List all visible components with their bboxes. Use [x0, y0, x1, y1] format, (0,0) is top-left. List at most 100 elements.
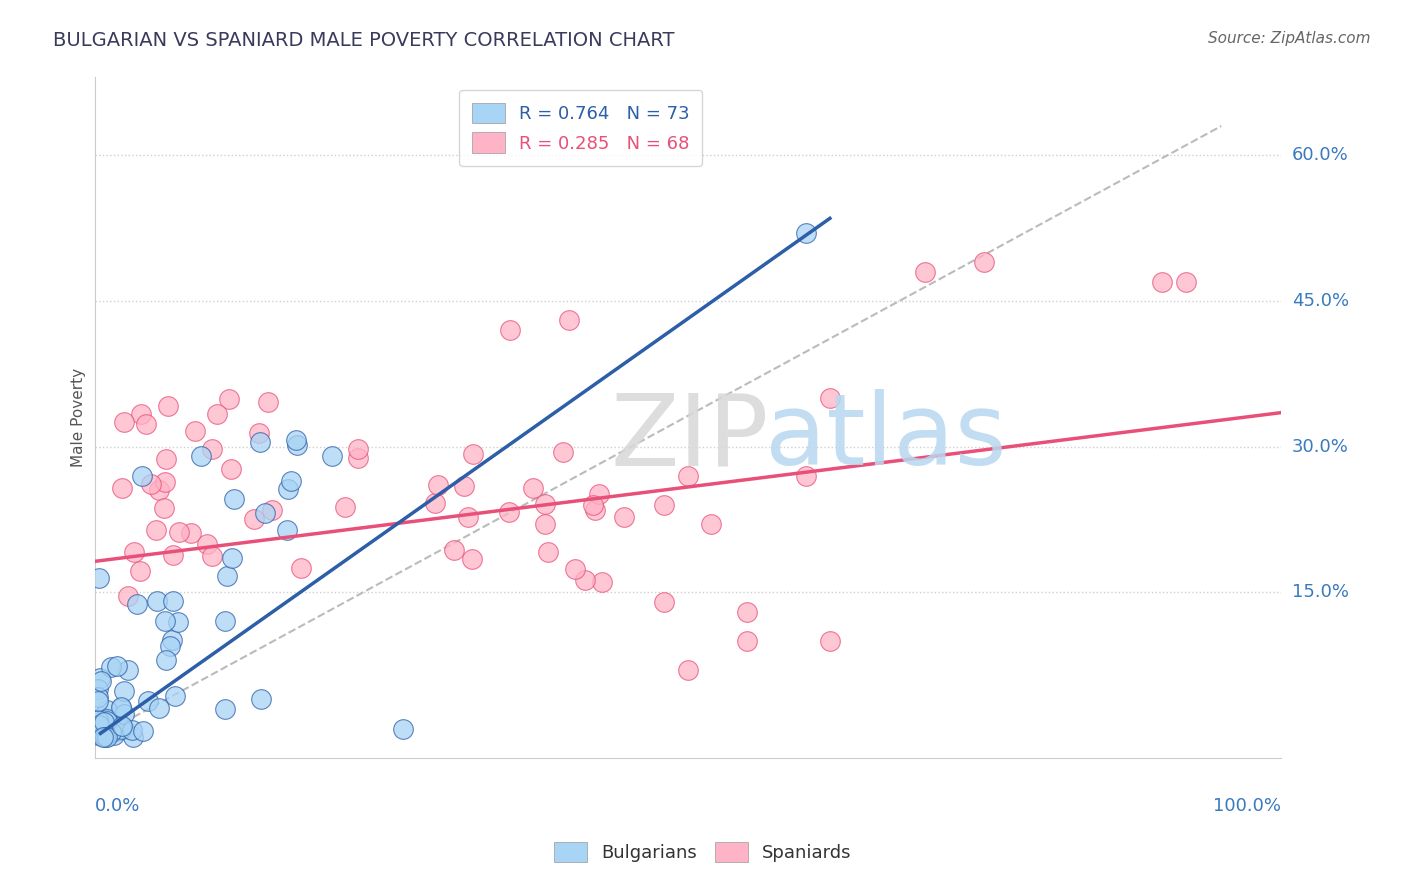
- Legend: R = 0.764   N = 73, R = 0.285   N = 68: R = 0.764 N = 73, R = 0.285 N = 68: [460, 90, 702, 166]
- Point: [127, 598, 149, 612]
- Point: [583, 502, 606, 516]
- Point: [110, 699, 132, 714]
- Point: [136, 694, 159, 708]
- Point: [280, 474, 302, 488]
- Point: [346, 450, 368, 465]
- Point: [347, 442, 370, 457]
- Point: [96, 712, 118, 726]
- Point: [1150, 275, 1173, 289]
- Point: [591, 574, 613, 589]
- Point: [574, 573, 596, 587]
- Point: [218, 392, 240, 407]
- Point: [222, 491, 245, 506]
- Point: [534, 497, 557, 511]
- Point: [498, 505, 520, 519]
- Point: [700, 517, 723, 532]
- Point: [180, 526, 202, 541]
- Point: [534, 517, 557, 532]
- Point: [112, 706, 135, 721]
- Point: [499, 323, 522, 337]
- Point: [676, 663, 699, 677]
- Point: [257, 395, 280, 409]
- Point: [392, 722, 415, 736]
- Point: [91, 720, 114, 734]
- Point: [160, 633, 183, 648]
- Text: 100.0%: 100.0%: [1212, 797, 1281, 814]
- Point: [155, 653, 177, 667]
- Point: [131, 468, 153, 483]
- Point: [129, 564, 152, 578]
- Point: [87, 571, 110, 585]
- Point: [110, 481, 132, 495]
- Point: [100, 725, 122, 739]
- Point: [159, 640, 181, 654]
- Point: [522, 481, 544, 495]
- Point: [135, 417, 157, 431]
- Text: atlas: atlas: [765, 390, 1007, 486]
- Point: [914, 265, 936, 279]
- Point: [214, 702, 236, 716]
- Point: [162, 548, 184, 562]
- Point: [87, 718, 110, 732]
- Point: [558, 313, 581, 327]
- Point: [87, 728, 110, 742]
- Point: [129, 407, 152, 421]
- Point: [145, 594, 167, 608]
- Point: [96, 703, 118, 717]
- Point: [735, 634, 758, 648]
- Point: [103, 728, 125, 742]
- Text: 30.0%: 30.0%: [1292, 438, 1348, 456]
- Point: [423, 496, 446, 510]
- Point: [111, 718, 134, 732]
- Point: [276, 523, 298, 537]
- Point: [94, 731, 117, 745]
- Point: [166, 615, 188, 629]
- Point: [87, 694, 110, 708]
- Point: [197, 536, 219, 550]
- Point: [582, 498, 605, 512]
- Point: [157, 399, 180, 413]
- Point: [91, 730, 114, 744]
- Point: [285, 434, 308, 448]
- Point: [262, 502, 284, 516]
- Point: [122, 730, 145, 744]
- Point: [200, 549, 222, 563]
- Point: [153, 475, 176, 489]
- Point: [96, 714, 118, 728]
- Point: [90, 674, 112, 689]
- Legend: Bulgarians, Spaniards: Bulgarians, Spaniards: [547, 834, 859, 870]
- Point: [89, 671, 111, 685]
- Point: [214, 615, 236, 629]
- Point: [110, 701, 132, 715]
- Point: [148, 483, 170, 497]
- Point: [93, 715, 115, 730]
- Point: [249, 435, 271, 450]
- Point: [105, 659, 128, 673]
- Point: [96, 727, 118, 741]
- Point: [335, 500, 357, 515]
- Point: [165, 689, 187, 703]
- Point: [121, 723, 143, 738]
- Point: [105, 723, 128, 738]
- Point: [321, 450, 343, 464]
- Point: [443, 543, 465, 558]
- Point: [93, 728, 115, 742]
- Point: [100, 717, 122, 731]
- Point: [90, 709, 112, 723]
- Point: [426, 478, 449, 492]
- Point: [676, 468, 699, 483]
- Point: [122, 545, 145, 559]
- Point: [215, 569, 238, 583]
- Point: [162, 593, 184, 607]
- Point: [461, 552, 484, 566]
- Point: [207, 407, 229, 421]
- Point: [96, 730, 118, 744]
- Point: [253, 506, 276, 520]
- Point: [87, 722, 110, 736]
- Point: [290, 561, 312, 575]
- Point: [794, 226, 817, 240]
- Point: [818, 634, 841, 648]
- Point: [155, 451, 177, 466]
- Point: [973, 255, 995, 269]
- Point: [564, 562, 586, 576]
